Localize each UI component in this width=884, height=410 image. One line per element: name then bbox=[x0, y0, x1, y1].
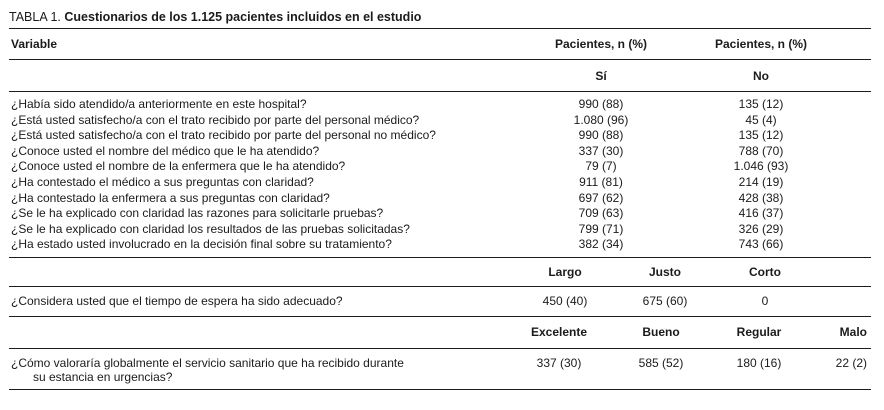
divider bbox=[9, 59, 871, 60]
row-spacer bbox=[841, 191, 871, 207]
column-header-variable: Variable bbox=[11, 37, 58, 51]
row-spacer bbox=[841, 113, 871, 129]
cell-si: 382 (34) bbox=[578, 237, 624, 252]
questions-block: ¿Había sido atendido/a anteriormente en … bbox=[9, 92, 871, 257]
row-spacer bbox=[841, 222, 871, 238]
cell-regular: 180 (16) bbox=[736, 355, 782, 370]
cell-no: 135 (12) bbox=[738, 128, 784, 143]
row-question: ¿Ha contestado el médico a sus preguntas… bbox=[11, 174, 314, 189]
cell-si: 990 (88) bbox=[578, 97, 624, 111]
cell-si: 709 (63) bbox=[578, 206, 624, 221]
header-row-si-no: Sí No bbox=[9, 60, 871, 91]
column-header-malo: Malo bbox=[839, 325, 867, 340]
table-row: ¿Está usted satisfecho/a con el trato re… bbox=[9, 128, 871, 144]
cell-excelente: 337 (30) bbox=[536, 355, 582, 370]
cell-no: 214 (19) bbox=[738, 174, 784, 189]
table-number: TABLA 1. bbox=[9, 10, 61, 24]
table-row: ¿Está usted satisfecho/a con el trato re… bbox=[9, 113, 871, 129]
row-spacer bbox=[841, 175, 871, 191]
table-page: TABLA 1. Cuestionarios de los 1.125 paci… bbox=[9, 8, 871, 390]
divider bbox=[9, 91, 871, 92]
row-question-line2: su estancia en urgencias? bbox=[33, 370, 173, 385]
row-spacer bbox=[841, 206, 871, 222]
table-row: ¿Conoce usted el nombre de la enfermera … bbox=[9, 159, 871, 175]
subheader-no: No bbox=[753, 68, 769, 83]
row-question: ¿Se le ha explicado con claridad los res… bbox=[11, 221, 410, 236]
cell-no: 428 (38) bbox=[738, 190, 784, 205]
row-spacer bbox=[841, 144, 871, 160]
row-question: ¿Está usted satisfecho/a con el trato re… bbox=[11, 112, 420, 127]
cell-no: 788 (70) bbox=[738, 143, 784, 158]
divider bbox=[9, 388, 871, 390]
row-question: ¿Había sido atendido/a anteriormente en … bbox=[11, 97, 307, 111]
row-question: ¿Conoce usted el nombre del médico que l… bbox=[11, 143, 320, 158]
divider bbox=[9, 285, 871, 287]
column-header-excelente: Excelente bbox=[530, 325, 588, 340]
cell-no: 743 (66) bbox=[738, 237, 784, 252]
divider bbox=[9, 347, 871, 349]
row-spacer bbox=[841, 159, 871, 175]
row-question: ¿Conoce usted el nombre de la enfermera … bbox=[11, 159, 346, 174]
divider bbox=[9, 28, 871, 29]
column-header-regular: Regular bbox=[736, 325, 782, 340]
row-spacer bbox=[841, 97, 871, 113]
row-question: ¿Se le ha explicado con claridad las raz… bbox=[11, 206, 384, 221]
row-spacer bbox=[841, 237, 871, 253]
column-header-justo: Justo bbox=[648, 264, 681, 279]
row-question: ¿Ha estado usted involucrado en la decis… bbox=[11, 237, 392, 252]
row-question: ¿Está usted satisfecho/a con el trato re… bbox=[11, 128, 436, 143]
table-title: TABLA 1. Cuestionarios de los 1.125 paci… bbox=[9, 8, 871, 28]
table-row: ¿Conoce usted el nombre del médico que l… bbox=[9, 144, 871, 160]
cell-si: 799 (71) bbox=[578, 221, 624, 236]
cell-no: 45 (4) bbox=[745, 112, 777, 127]
column-header-pacientes-si: Pacientes, n (%) bbox=[554, 37, 648, 51]
column-header-bueno: Bueno bbox=[642, 325, 680, 340]
column-header-pacientes-no: Pacientes, n (%) bbox=[714, 37, 808, 51]
row-question: ¿Considera usted que el tiempo de espera… bbox=[11, 294, 343, 309]
table-row: ¿Había sido atendido/a anteriormente en … bbox=[9, 97, 871, 113]
cell-si: 911 (81) bbox=[579, 174, 623, 189]
table-row-valoracion: ¿Cómo valoraría globalmente el servicio … bbox=[9, 349, 871, 389]
table-row: ¿Ha contestado la enfermera a sus pregun… bbox=[9, 191, 871, 207]
column-header-largo: Largo bbox=[548, 264, 582, 279]
cell-si: 990 (88) bbox=[578, 128, 624, 143]
table-row: ¿Ha contestado el médico a sus preguntas… bbox=[9, 175, 871, 191]
cell-corto: 0 bbox=[761, 294, 769, 309]
row-question-line1: ¿Cómo valoraría globalmente el servicio … bbox=[11, 355, 404, 370]
divider bbox=[9, 256, 871, 258]
table-title-text: Cuestionarios de los 1.125 pacientes inc… bbox=[64, 10, 422, 24]
column-header-corto: Corto bbox=[749, 264, 781, 279]
header-row-main: Variable Pacientes, n (%) Pacientes, n (… bbox=[9, 29, 871, 59]
cell-no: 135 (12) bbox=[738, 97, 784, 111]
divider bbox=[9, 315, 871, 317]
cell-justo: 675 (60) bbox=[642, 294, 688, 309]
header-row-valoracion: Excelente Bueno Regular Malo bbox=[9, 317, 871, 348]
cell-si: 697 (62) bbox=[578, 190, 624, 205]
cell-malo: 22 (2) bbox=[835, 355, 867, 370]
cell-no: 416 (37) bbox=[738, 206, 784, 221]
table-row: ¿Se le ha explicado con claridad los res… bbox=[9, 222, 871, 238]
table-row: ¿Se le ha explicado con claridad las raz… bbox=[9, 206, 871, 222]
cell-si: 1.080 (96) bbox=[573, 112, 629, 127]
header-row-tiempo: Largo Justo Corto bbox=[9, 258, 871, 286]
subheader-si: Sí bbox=[595, 68, 607, 83]
row-question: ¿Cómo valoraría globalmente el servicio … bbox=[9, 356, 509, 385]
table-row-tiempo: ¿Considera usted que el tiempo de espera… bbox=[9, 287, 871, 316]
row-spacer bbox=[841, 128, 871, 144]
cell-largo: 450 (40) bbox=[542, 294, 588, 309]
cell-no: 326 (29) bbox=[738, 221, 784, 236]
row-question: ¿Ha contestado la enfermera a sus pregun… bbox=[11, 190, 330, 205]
cell-no: 1.046 (93) bbox=[733, 159, 789, 174]
cell-si: 79 (7) bbox=[585, 159, 617, 174]
table-row: ¿Ha estado usted involucrado en la decis… bbox=[9, 237, 871, 253]
cell-si: 337 (30) bbox=[578, 143, 624, 158]
cell-bueno: 585 (52) bbox=[638, 355, 684, 370]
